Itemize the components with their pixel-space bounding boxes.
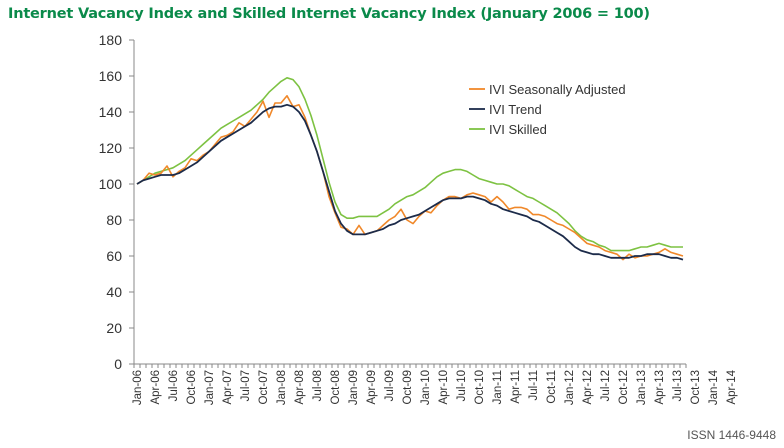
x-tick-label: Jan-07 (204, 370, 216, 405)
x-tick-label: Oct-13 (690, 370, 702, 405)
x-tick-label: Jan-09 (348, 370, 360, 405)
x-tick-label: Oct-09 (402, 370, 414, 405)
x-tick-label: Apr-06 (150, 370, 162, 405)
y-tick-label: 80 (106, 212, 122, 228)
x-tick-label: Jan-06 (132, 370, 144, 405)
legend-label: IVI Trend (489, 102, 542, 117)
x-tick-label: Apr-07 (222, 370, 234, 405)
x-tick-label: Apr-08 (294, 370, 306, 405)
x-tick-label: Apr-10 (438, 370, 450, 405)
chart-title: Internet Vacancy Index and Skilled Inter… (8, 6, 650, 22)
y-tick-label: 0 (114, 356, 122, 372)
series-line-ivi-seasonally-adjusted (136, 95, 684, 261)
x-tick-label: Oct-11 (546, 370, 558, 404)
x-tick-label: Jul-08 (312, 370, 324, 401)
y-tick-label: 120 (99, 140, 123, 156)
x-tick-label: Jul-10 (456, 370, 468, 401)
y-tick-label: 100 (99, 176, 123, 192)
x-tick-label: Jan-14 (708, 369, 720, 405)
x-tick-label: Jan-11 (492, 370, 504, 404)
x-tick-label: Apr-12 (582, 370, 594, 405)
y-tick-label: 40 (106, 284, 122, 300)
x-tick-label: Oct-06 (186, 370, 198, 405)
series-line-ivi-skilled (136, 77, 683, 252)
x-tick-label: Apr-11 (510, 370, 522, 404)
issn-label: ISSN 1446-9448 (687, 428, 776, 442)
y-tick-label: 60 (106, 248, 122, 264)
y-tick-label: 180 (99, 32, 123, 48)
series-line-ivi-trend (136, 103, 684, 261)
x-tick-label: Jul-06 (168, 370, 180, 401)
x-tick-label: Jan-08 (276, 370, 288, 405)
x-tick-label: Jul-09 (384, 370, 396, 401)
x-tick-label: Oct-10 (474, 370, 486, 405)
x-tick-label: Jul-11 (528, 370, 540, 400)
x-tick-label: Jul-07 (240, 370, 252, 401)
x-tick-label: Jul-12 (600, 370, 612, 401)
x-tick-label: Apr-14 (726, 369, 738, 404)
x-tick-label: Jan-12 (564, 370, 576, 405)
x-tick-label: Jan-10 (420, 370, 432, 405)
x-tick-label: Apr-13 (654, 370, 666, 405)
x-tick-label: Oct-07 (258, 370, 270, 405)
y-tick-label: 160 (99, 68, 123, 84)
x-tick-label: Jan-13 (636, 370, 648, 405)
x-tick-label: Apr-09 (366, 370, 378, 405)
x-tick-label: Oct-12 (618, 370, 630, 405)
legend-label: IVI Seasonally Adjusted (489, 82, 626, 97)
legend-label: IVI Skilled (489, 122, 547, 137)
x-tick-label: Jul-13 (672, 370, 684, 401)
y-tick-label: 140 (99, 104, 123, 120)
y-tick-label: 20 (106, 320, 122, 336)
x-tick-label: Oct-08 (330, 370, 342, 405)
